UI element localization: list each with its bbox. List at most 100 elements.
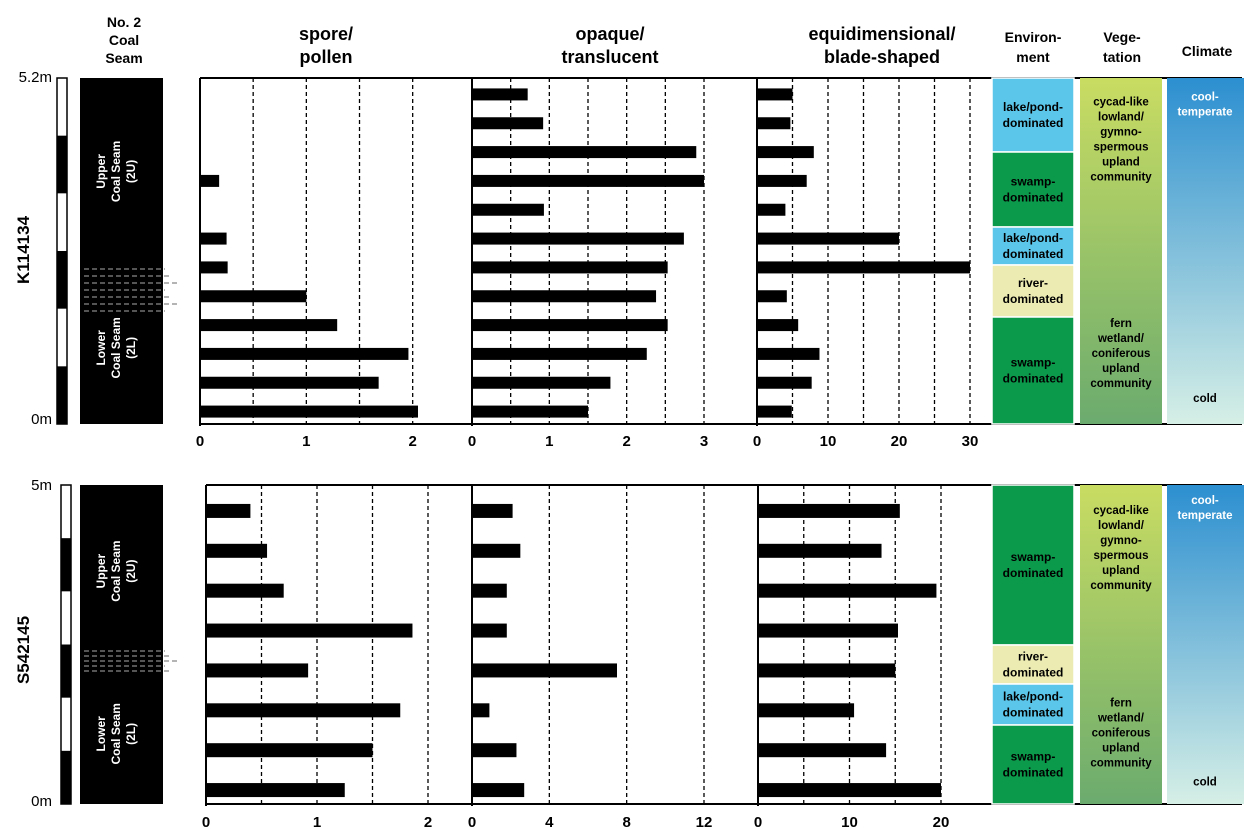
bar — [200, 376, 379, 389]
environment-block-swamp — [991, 151, 1075, 228]
tick-label: 1 — [313, 814, 321, 829]
bar — [757, 146, 814, 159]
bar — [757, 261, 970, 274]
lower-seam-label: Lower Coal Seam (2L) — [94, 317, 138, 378]
tick-label: 30 — [962, 433, 979, 450]
bar — [472, 203, 544, 216]
tick-label: 8 — [622, 814, 630, 829]
header-vegetation-line2: tation — [1103, 49, 1141, 65]
environment-block-river — [991, 264, 1075, 318]
environment-label-line1: swamp- — [1011, 356, 1056, 370]
climate-column — [1167, 485, 1244, 804]
bar — [200, 174, 220, 187]
environment-label-line1: swamp- — [1011, 550, 1056, 564]
vegetation-label-line2: lowland/ — [1098, 520, 1145, 532]
environment-block-lake — [991, 683, 1075, 726]
tick-label: 0 — [753, 433, 761, 450]
bar — [472, 232, 684, 245]
vegetation-column — [1080, 78, 1162, 424]
tick-label: 0 — [754, 814, 762, 829]
vegetation-label-line2: wetland/ — [1097, 333, 1145, 345]
depth-ruler-segment — [61, 644, 71, 698]
header-equid-line1: equidimensional/ — [808, 24, 955, 44]
header-vegetation-line1: Vege- — [1103, 29, 1141, 45]
lower-seam-label-line1: Lower — [94, 330, 108, 366]
bar — [758, 543, 882, 558]
climate-label-cold-line1: cold — [1193, 393, 1217, 405]
header-opaque-translucent: opaque/ translucent — [561, 24, 658, 67]
bar — [472, 290, 657, 303]
bar — [200, 319, 338, 332]
vegetation-label-line1: cycad-like — [1093, 505, 1149, 517]
tick-label: 20 — [933, 814, 950, 829]
header-opaque-line1: opaque/ — [575, 24, 644, 44]
vegetation-label-line6: community — [1090, 580, 1152, 592]
environment-label-line2: dominated — [1003, 372, 1064, 386]
climate-label-warm-line1: cool- — [1191, 495, 1219, 507]
bar — [206, 583, 284, 598]
vegetation-label-line3: gymno- — [1100, 127, 1142, 139]
depth-ruler-segment — [61, 750, 71, 804]
environment-label-line2: dominated — [1003, 666, 1064, 680]
vegetation-label-line4: upland — [1102, 743, 1140, 755]
upper-seam-label: Upper Coal Seam (2U) — [94, 540, 138, 601]
tick-label: 2 — [409, 433, 417, 450]
climate-column — [1167, 78, 1244, 424]
vegetation-label-line3: gymno- — [1100, 535, 1142, 547]
environment-label-line1: swamp- — [1011, 750, 1056, 764]
bar — [472, 703, 490, 718]
tick-label: 1 — [302, 433, 310, 450]
header-equid-line2: blade-shaped — [824, 47, 940, 67]
panel-spore-pollen: 0 1 2 — [202, 485, 432, 829]
bar — [206, 743, 373, 758]
vegetation-label-line2: wetland/ — [1097, 713, 1145, 725]
upper-seam-label: Upper Coal Seam (2U) — [94, 141, 138, 202]
well-label: S542145 — [14, 616, 33, 684]
upper-seam-label-line1: Upper — [94, 154, 108, 189]
bar — [206, 543, 268, 558]
header-environment-line2: ment — [1016, 49, 1050, 65]
tick-label: 1 — [545, 433, 553, 450]
bar — [200, 261, 228, 274]
depth-bottom-label: 0m — [31, 793, 52, 810]
bar — [472, 347, 647, 360]
depth-ruler-segment — [57, 366, 67, 424]
header-spore-pollen: spore/ pollen — [299, 24, 353, 67]
bar — [757, 174, 807, 187]
bar — [758, 783, 941, 798]
bar — [757, 376, 812, 389]
vegetation-label-line1: fern — [1110, 318, 1132, 330]
bar — [200, 290, 307, 303]
bar — [757, 232, 899, 245]
vegetation-label-line5: upland — [1102, 157, 1140, 169]
vegetation-label-line6: community — [1090, 172, 1152, 184]
bar — [472, 174, 704, 187]
environment-label-line2: dominated — [1003, 292, 1064, 306]
bar — [472, 503, 513, 518]
upper-seam-label-line2: Coal Seam — [109, 141, 123, 202]
bar — [757, 88, 793, 101]
bar — [757, 319, 799, 332]
lower-seam-label-line2: Coal Seam — [109, 317, 123, 378]
bar — [200, 347, 409, 360]
environment-label-line2: dominated — [1003, 766, 1064, 780]
bar — [472, 663, 617, 678]
environment-block-swamp — [991, 316, 1075, 425]
panel-opaque-translucent: 0 1 2 3 — [468, 78, 708, 450]
bar — [758, 503, 900, 518]
header-seam: No. 2 Coal Seam — [105, 14, 142, 66]
panel-opaque-translucent: 0 4 8 12 — [468, 485, 712, 829]
environment-label-line1: swamp- — [1011, 175, 1056, 189]
depth-top-label: 5.2m — [19, 69, 52, 86]
header-equidimensional: equidimensional/ blade-shaped — [808, 24, 955, 67]
vegetation-label-line3: coniferous — [1092, 348, 1151, 360]
lower-seam-label-line3: (2L) — [124, 723, 138, 745]
upper-seam-label-line3: (2U) — [124, 559, 138, 582]
environment-label-line1: river- — [1018, 650, 1048, 664]
bar — [472, 319, 668, 332]
vegetation-label-line4: upland — [1102, 363, 1140, 375]
bar — [757, 347, 820, 360]
bar — [472, 146, 697, 159]
